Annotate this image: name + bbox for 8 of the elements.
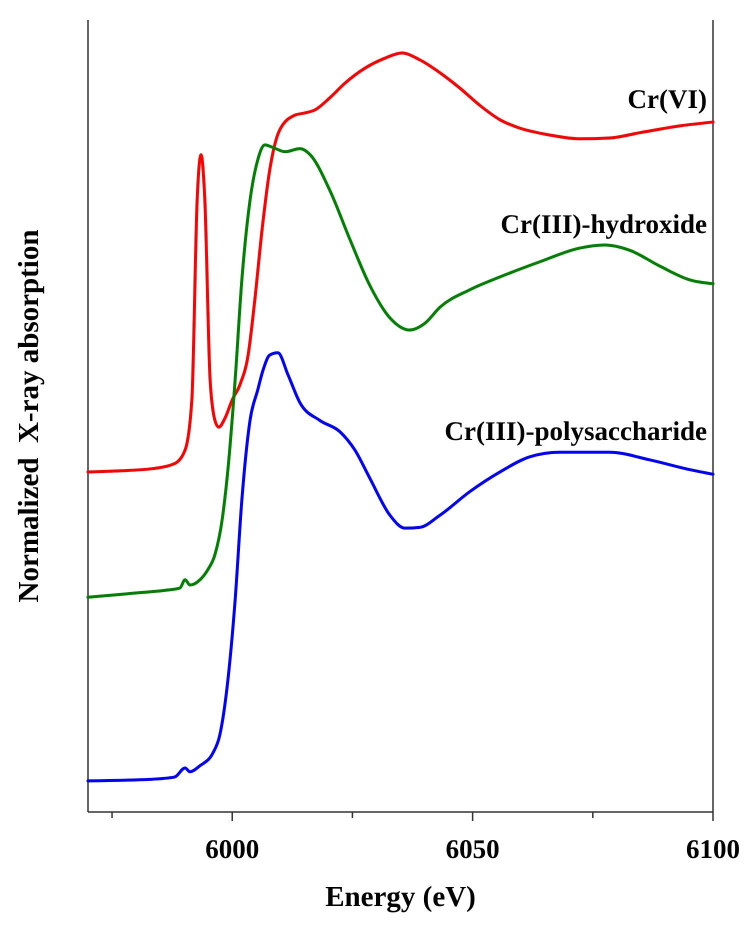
series-label: Cr(III)-hydroxide: [500, 209, 708, 240]
series-label: Cr(III)-polysaccharide: [444, 416, 708, 446]
y-axis-title: Normalized X-ray absorption: [13, 230, 45, 602]
x-axis-title: Energy (eV): [325, 881, 476, 913]
series-label: Cr(VI): [628, 84, 707, 114]
x-tick-label: 6050: [446, 834, 500, 864]
x-tick-label: 6000: [205, 834, 260, 864]
x-tick-label: 6100: [686, 834, 740, 864]
